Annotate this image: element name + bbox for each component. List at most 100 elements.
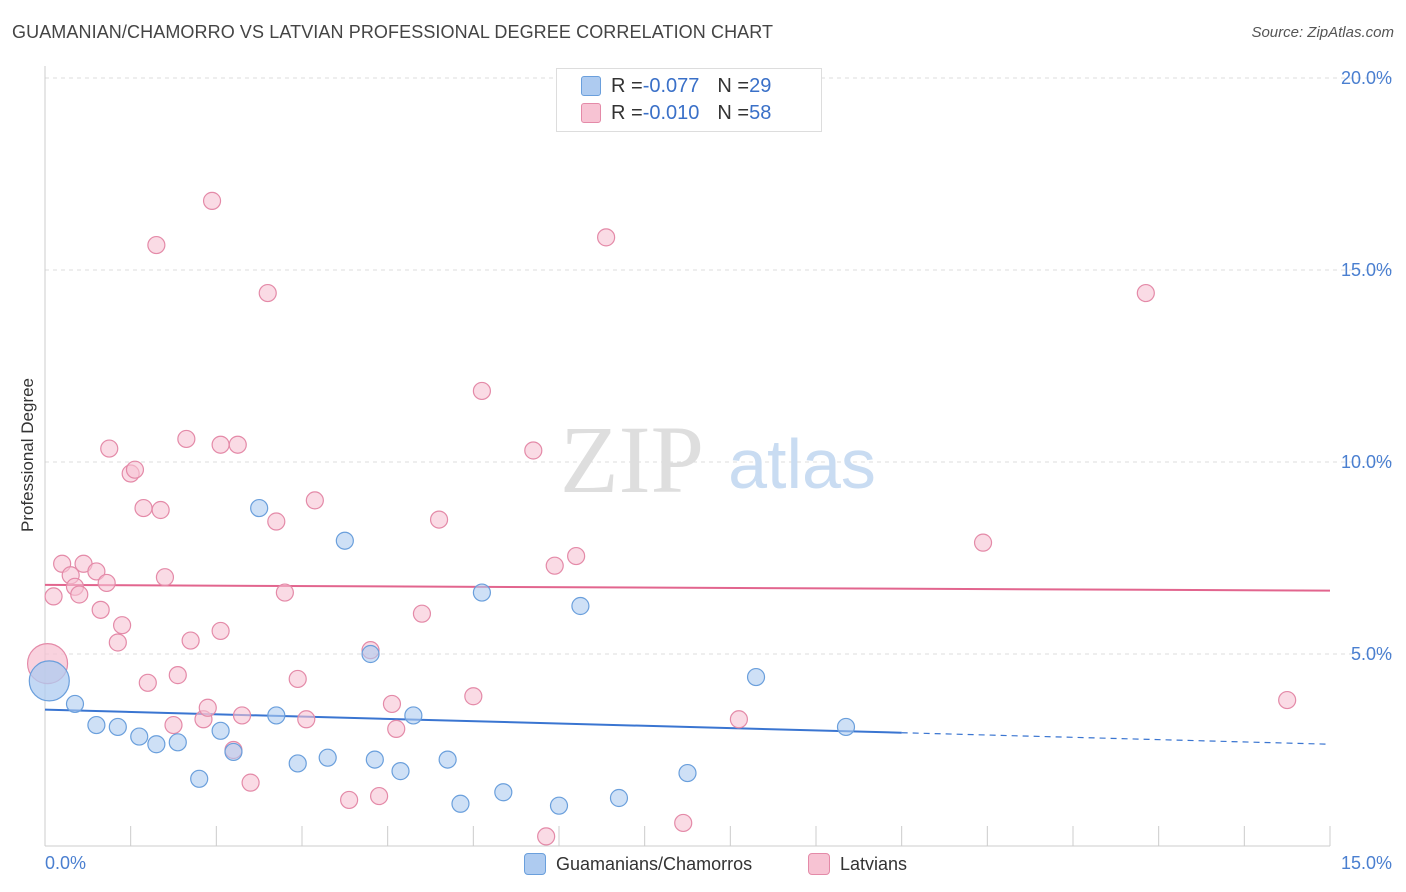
r-label: R = (611, 101, 643, 124)
blue-data-point (361, 644, 380, 664)
blue-data-point (451, 794, 470, 813)
blue-data-point (571, 596, 590, 616)
data-points (26, 191, 1297, 846)
pink-data-point (138, 673, 157, 692)
blue-trend-line (44, 708, 902, 734)
pink-data-point (537, 827, 556, 846)
axes (44, 66, 1331, 847)
blue-data-point (108, 717, 127, 737)
blue-data-point (365, 750, 384, 769)
pink-data-point (112, 616, 132, 635)
pink-data-point (211, 435, 230, 454)
n-value: 29 (749, 74, 772, 97)
blue-data-point (318, 748, 337, 767)
pink-data-point (387, 719, 406, 738)
blue-data-point (87, 715, 106, 735)
pink-data-point (472, 381, 491, 401)
pink-data-point (275, 583, 294, 602)
pink-trend-line (44, 583, 1331, 592)
legend-label: Latvians (840, 853, 908, 874)
blue-data-point (168, 733, 187, 752)
blue-data-point (678, 763, 697, 783)
pink-data-point (91, 600, 110, 619)
tick-labels: 5.0% 10.0% 15.0% 20.0% 0.0% 15.0% (45, 68, 1392, 873)
stats-legend: R = -0.077 N = 29 R = -0.010 N = 58 (556, 68, 822, 132)
blue-data-point (836, 717, 856, 737)
pink-data-point (567, 546, 586, 566)
y-tick-label: 10.0% (1341, 452, 1392, 472)
pink-data-point (97, 573, 116, 593)
pink-data-point (412, 604, 432, 623)
pink-data-point (340, 790, 359, 810)
blue-data-point (391, 762, 410, 781)
blue-data-point (190, 769, 209, 788)
stats-legend-row-pink: R = -0.010 N = 58 (581, 101, 771, 125)
pink-data-point (70, 585, 89, 604)
pink-data-point (151, 500, 170, 520)
pink-data-point (147, 235, 166, 255)
pink-data-point (164, 715, 183, 735)
pink-data-point (108, 633, 127, 652)
blue-data-point (472, 583, 491, 602)
chart-title: GUAMANIAN/CHAMORRO VS LATVIAN PROFESSION… (12, 22, 774, 42)
blue-data-point (147, 735, 166, 754)
pink-data-point (177, 429, 196, 449)
stats-legend-row-blue: R = -0.077 N = 29 (581, 74, 771, 98)
pink-data-point (1278, 690, 1297, 710)
watermark-atlas: atlas (728, 425, 876, 503)
trend-lines (44, 583, 1331, 745)
pink-data-point (134, 498, 153, 518)
blue-data-point (494, 783, 513, 802)
legend-item-latvians[interactable]: Latvians (808, 852, 907, 876)
pink-data-point (382, 694, 402, 714)
legend-label: Guamanians/Chamorros (556, 853, 753, 874)
blue-swatch-icon (524, 853, 546, 875)
pink-swatch-icon (808, 853, 830, 875)
pink-data-point (155, 568, 175, 587)
x-tick-label: 15.0% (1341, 853, 1392, 873)
blue-data-point (609, 788, 629, 808)
n-label: N = (717, 101, 750, 124)
y-tick-label: 15.0% (1341, 260, 1392, 280)
pink-swatch-icon (581, 103, 601, 123)
pink-data-point (729, 710, 749, 729)
blue-data-point (65, 694, 85, 714)
pink-data-point (1136, 283, 1155, 303)
blue-data-point (438, 750, 457, 769)
pink-data-point (597, 228, 616, 247)
pink-data-point (87, 562, 106, 581)
blue-data-point (211, 721, 230, 740)
gridlines (45, 77, 1392, 655)
legend-item-guamanians[interactable]: Guamanians/Chamorros (524, 852, 752, 876)
pink-data-point (429, 510, 449, 529)
blue-data-point (250, 498, 269, 518)
pink-data-point (241, 773, 260, 792)
pink-data-point (674, 813, 693, 833)
pink-data-point (288, 669, 307, 689)
pink-data-point (545, 556, 564, 575)
blue-data-point (404, 706, 423, 725)
pink-data-point (198, 698, 217, 717)
r-label: R = (611, 74, 643, 97)
pink-data-point (232, 706, 252, 725)
pink-data-point (973, 533, 993, 552)
blue-swatch-icon (581, 76, 601, 96)
blue-data-point (288, 754, 307, 773)
pink-data-point (228, 435, 247, 454)
n-value: 58 (749, 101, 772, 124)
blue-data-point (549, 796, 569, 815)
pink-data-point (211, 621, 230, 641)
y-tick-label: 20.0% (1341, 68, 1392, 88)
blue-data-point (267, 706, 286, 725)
pink-data-point (370, 786, 389, 806)
n-label: N = (717, 74, 750, 97)
blue-data-point (335, 531, 354, 550)
pink-data-point (44, 587, 63, 606)
pink-data-point (464, 687, 483, 706)
r-value: -0.077 (642, 74, 700, 97)
pink-data-point (524, 441, 543, 460)
blue-data-point (130, 727, 149, 746)
y-tick-label: 5.0% (1351, 644, 1392, 664)
pink-data-point (168, 666, 187, 685)
source-label: Source: ZipAtlas.com (1251, 24, 1394, 41)
